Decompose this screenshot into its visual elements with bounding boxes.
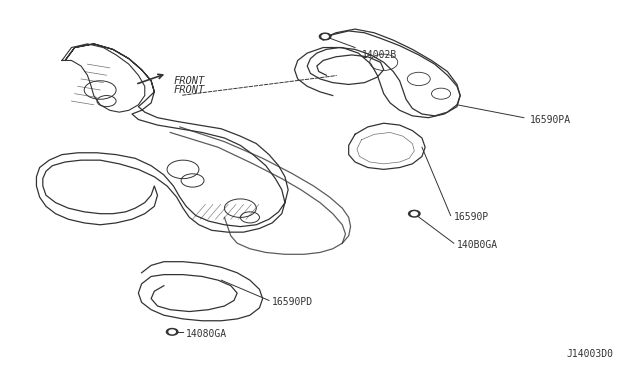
Text: 16590PD: 16590PD <box>272 297 314 307</box>
Text: 16590PA: 16590PA <box>531 115 572 125</box>
Circle shape <box>169 330 175 334</box>
Text: 140B0GA: 140B0GA <box>457 240 498 250</box>
Text: 14002B: 14002B <box>362 50 397 60</box>
Circle shape <box>319 33 331 40</box>
Circle shape <box>166 328 178 335</box>
Circle shape <box>322 35 328 38</box>
Text: 16590P: 16590P <box>454 212 489 222</box>
Circle shape <box>411 212 417 215</box>
Text: FRONT: FRONT <box>173 85 205 95</box>
Text: 14080GA: 14080GA <box>186 329 227 339</box>
Text: FRONT: FRONT <box>173 76 205 86</box>
Circle shape <box>408 211 420 217</box>
Text: J14003D0: J14003D0 <box>566 349 613 359</box>
